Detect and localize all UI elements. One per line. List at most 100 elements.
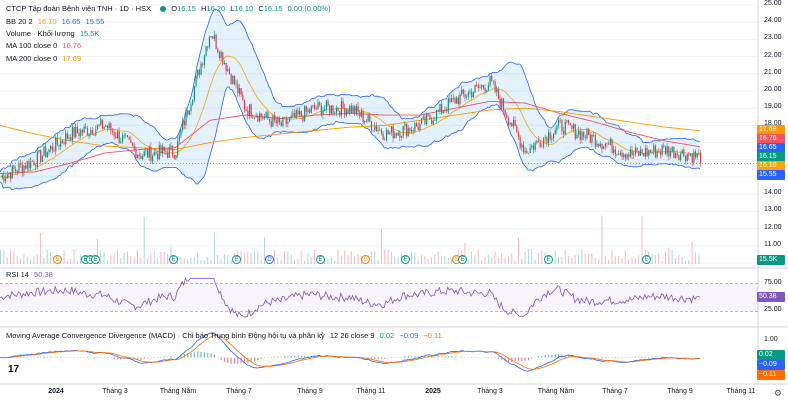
candle-body [686, 154, 688, 162]
macd-legend[interactable]: Moving Average Convergence Divergence (M… [6, 330, 445, 341]
volume-bar [193, 256, 195, 264]
volume-bar [511, 253, 513, 264]
macd-signal-value: −0.11 [423, 331, 442, 340]
bb-legend[interactable]: BB 20 2 16.10 16.65 15.55 [6, 16, 107, 27]
candle-body [162, 146, 164, 154]
macd-tick-label: 1.00 [764, 336, 778, 344]
event-marker-icon[interactable]: E [401, 255, 410, 264]
volume-bar [16, 256, 18, 264]
volume-bar [197, 252, 199, 264]
candle-body [108, 123, 110, 128]
candle-body [405, 123, 408, 137]
volume-bar [517, 237, 519, 264]
time-tick-label: Tháng 7 [602, 388, 628, 395]
macd-histogram-bar [260, 357, 262, 359]
volume-bar [50, 252, 52, 264]
macd-histogram-bar [237, 357, 239, 364]
candle-body [399, 132, 401, 138]
event-marker-icon[interactable]: S [361, 255, 370, 264]
candle-body [372, 130, 374, 131]
candle-body [521, 144, 523, 148]
volume-bar [340, 256, 342, 264]
rsi-name: RSI 14 [6, 270, 29, 279]
candle-body [215, 34, 217, 49]
candle-body [80, 129, 82, 136]
event-marker-icon[interactable]: D [265, 255, 274, 264]
candle-body [676, 153, 678, 156]
candle-body [183, 121, 185, 126]
ma200-legend[interactable]: MA 200 close 0 17.69 [6, 53, 84, 64]
candle-body [53, 150, 55, 152]
candle-body [557, 119, 560, 126]
candle-body [608, 143, 610, 145]
macd-histogram-bar [387, 357, 389, 359]
volume-bar [557, 256, 559, 264]
macd-histogram-bar [110, 357, 112, 359]
macd-histogram-bar [273, 356, 276, 358]
candle-body [136, 154, 139, 159]
volume-bar [698, 254, 700, 264]
macd-histogram-bar [213, 354, 216, 358]
event-marker-icon[interactable]: S [53, 255, 62, 264]
price-tag: 16.76 [757, 134, 785, 144]
candle-body [173, 155, 175, 159]
macd-histogram-bar [307, 355, 309, 358]
volume-bar [287, 251, 289, 264]
candle-body [25, 165, 27, 169]
macd-histogram-bar [511, 357, 513, 362]
volume-bar [243, 253, 245, 264]
event-marker-icon[interactable]: E [232, 255, 241, 264]
tradingview-logo-icon[interactable]: 17 [8, 364, 20, 375]
volume-bar [437, 251, 439, 264]
time-tick-label: Tháng Năm [159, 388, 197, 395]
candle-body [55, 137, 57, 152]
candle-body [157, 154, 159, 160]
candle-body [492, 80, 495, 82]
candle-body [302, 116, 304, 121]
candle-body [623, 154, 625, 157]
macd-histogram-bar [203, 352, 206, 358]
macd-histogram-bar [527, 357, 530, 361]
candle-body [111, 130, 114, 133]
volume-legend[interactable]: Volume · Khối lượng 15.5K [6, 28, 102, 39]
candle-body [454, 98, 456, 104]
volume-bar [120, 258, 122, 264]
candle-body [457, 97, 459, 104]
event-marker-icon[interactable]: E [169, 255, 178, 264]
time-tick-label: Tháng 9 [667, 388, 693, 395]
candlesticks [0, 30, 758, 184]
bb-lower-line [0, 86, 701, 191]
candle-body [344, 107, 346, 116]
symbol-legend[interactable]: CTCP Tập đoàn Bệnh viện TNH · 1D · HSX O… [6, 3, 334, 14]
candle-body [16, 170, 18, 173]
candle-body [1, 175, 3, 178]
candle-body [258, 113, 261, 122]
price-tag: 16.10 [757, 161, 785, 171]
volume-bar [621, 258, 623, 264]
macd-histogram-bar [240, 357, 242, 364]
ma100-legend[interactable]: MA 100 close 0 16.76 [6, 40, 84, 51]
candle-body [671, 146, 673, 152]
event-marker-icon[interactable]: E [91, 255, 100, 264]
volume-bar [354, 255, 356, 264]
macd-histogram-bar [407, 356, 409, 358]
volume-bar [253, 250, 255, 264]
event-marker-icon[interactable]: E [642, 255, 651, 264]
rsi-line [0, 277, 701, 318]
volume-bar [314, 250, 316, 264]
macd-histogram-bar [50, 356, 52, 358]
gear-icon[interactable]: ⚙ [773, 388, 782, 398]
macd-histogram-bar [20, 356, 22, 358]
event-marker-icon[interactable]: E [544, 255, 553, 264]
candle-body [170, 145, 172, 148]
rsi-legend[interactable]: RSI 14 50.38 [6, 269, 56, 280]
event-marker-icon[interactable]: E [458, 255, 467, 264]
macd-histogram-bar [96, 357, 99, 359]
time-tick-label: Tháng Năm [537, 388, 575, 395]
candle-body [532, 145, 535, 150]
macd-histogram-bar [230, 357, 232, 365]
event-marker-icon[interactable]: E [316, 255, 325, 264]
candle-body [125, 135, 127, 136]
volume-bar [604, 255, 606, 264]
